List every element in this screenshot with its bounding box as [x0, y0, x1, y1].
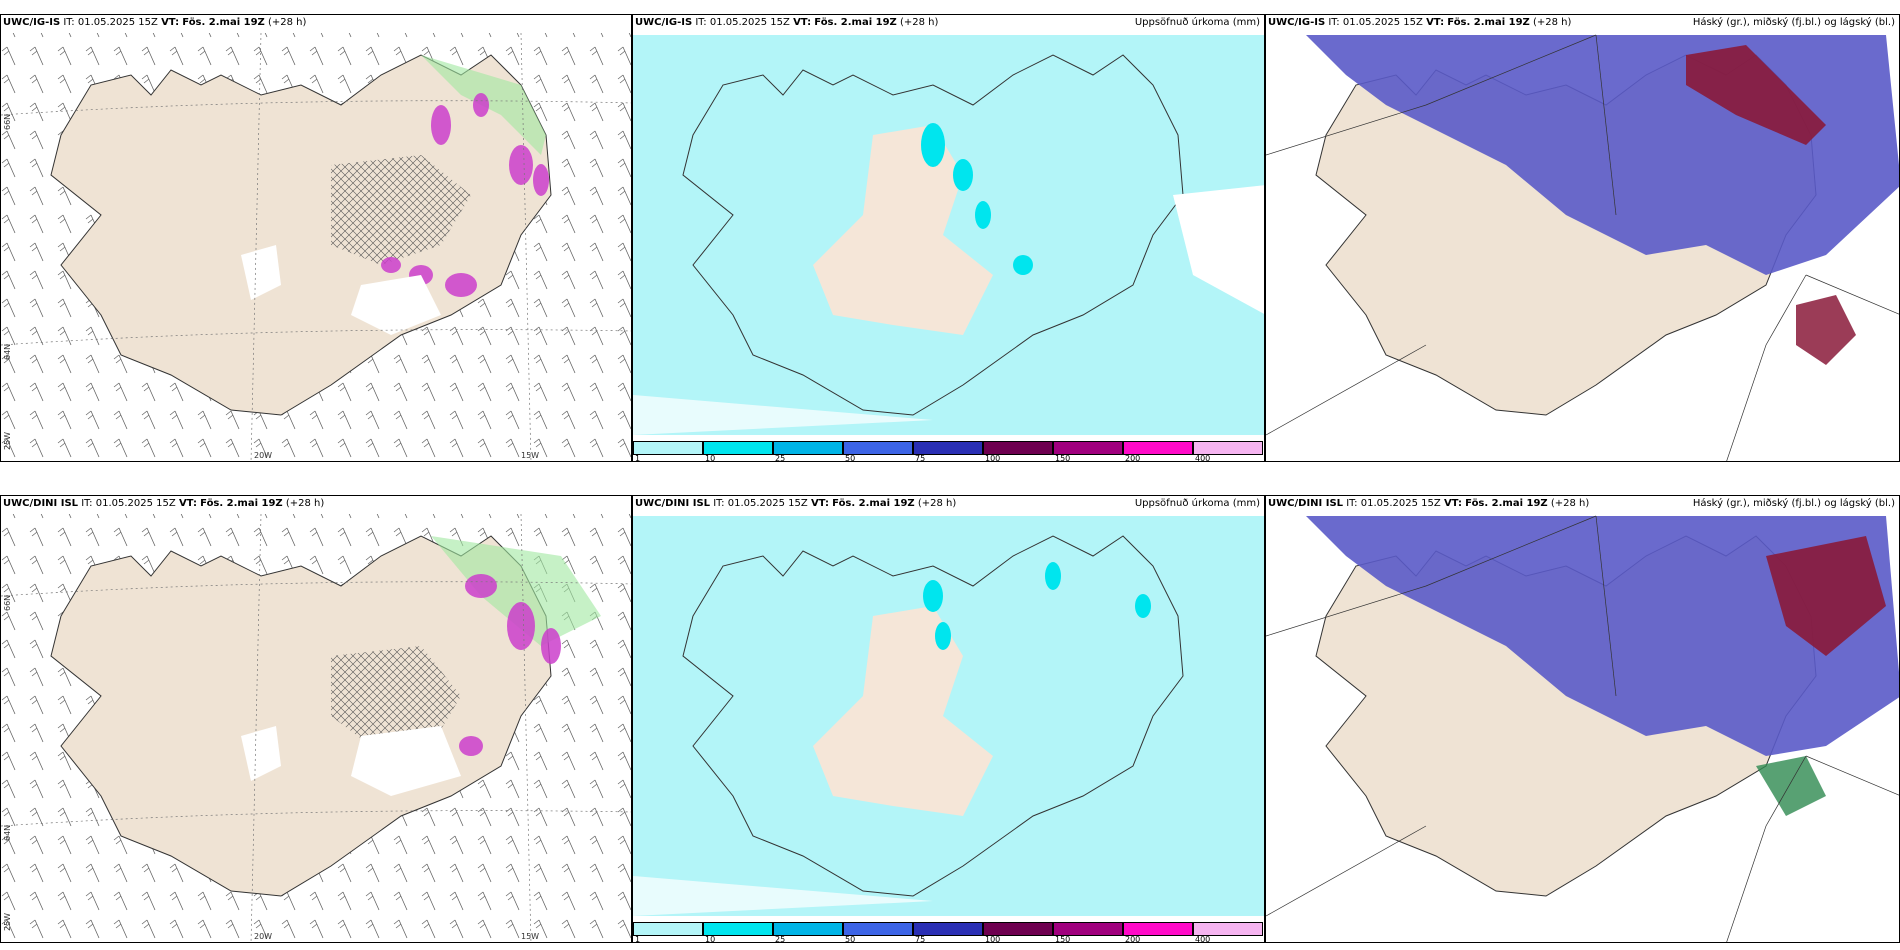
- colorbar-segment: [633, 922, 703, 936]
- colorbar-segment: [913, 922, 983, 936]
- colorbar-label: 75: [915, 935, 926, 943]
- precip-map: [633, 35, 1264, 435]
- panel-igis-clouds: UWC/IG-IS IT: 01.05.2025 15Z VT: Fös. 2.…: [1265, 14, 1900, 462]
- colorbar-segment: [703, 441, 773, 455]
- precip-colorbar: 1 10 25 50 75 100 150 200 400: [633, 922, 1264, 942]
- colorbar-segment: [1053, 922, 1123, 936]
- panel-dini-wind: UWC/DINI ISL IT: 01.05.2025 15Z VT: Fös.…: [0, 495, 632, 943]
- panel-igis-wind: UWC/IG-IS IT: 01.05.2025 15Z VT: Fös. 2.…: [0, 14, 632, 462]
- colorbar-label: 1: [635, 935, 641, 943]
- lat-label-25w: 25W: [3, 912, 12, 931]
- colorbar-label: 25: [775, 454, 786, 462]
- colorbar-segment: [843, 922, 913, 936]
- panel-title: UWC/IG-IS IT: 01.05.2025 15Z VT: Fös. 2.…: [1268, 17, 1572, 28]
- panel-dini-clouds: UWC/DINI ISL IT: 01.05.2025 15Z VT: Fös.…: [1265, 495, 1900, 943]
- colorbar-segment: [773, 441, 843, 455]
- wind-barb-map: [1, 32, 631, 461]
- colorbar-label: 10: [705, 454, 716, 462]
- colorbar-label: 400: [1195, 454, 1211, 462]
- colorbar-segment: [1193, 922, 1263, 936]
- colorbar-segment: [633, 441, 703, 455]
- wind-barb-map: [1, 513, 631, 942]
- panel-subtitle: Háský (gr.), miðský (fj.bl.) og lágský (…: [1692, 498, 1895, 509]
- panel-title: UWC/DINI ISL IT: 01.05.2025 15Z VT: Fös.…: [3, 498, 325, 509]
- colorbar-segment: [1123, 922, 1193, 936]
- colorbar-segment: [1193, 441, 1263, 455]
- colorbar-label: 100: [985, 454, 1001, 462]
- lat-label-66n: 66N: [3, 113, 12, 130]
- colorbar-label: 50: [845, 935, 856, 943]
- lat-label-64n: 64N: [3, 343, 12, 360]
- precip-map: [633, 516, 1264, 916]
- colorbar-label: 200: [1125, 935, 1141, 943]
- colorbar-segment: [913, 441, 983, 455]
- lon-label-20w: 20W: [254, 932, 273, 941]
- panel-title: UWC/DINI ISL IT: 01.05.2025 15Z VT: Fös.…: [635, 498, 957, 509]
- colorbar-label: 200: [1125, 454, 1141, 462]
- precip-colorbar: 1 10 25 50 75 100 150 200 400: [633, 441, 1264, 461]
- panel-subtitle: Uppsöfnuð úrkoma (mm): [1134, 17, 1260, 28]
- lon-label-20w: 20W: [254, 451, 273, 460]
- colorbar-segment: [703, 922, 773, 936]
- lon-label-15w: 15W: [521, 932, 540, 941]
- colorbar-segment: [1123, 441, 1193, 455]
- colorbar-label: 150: [1055, 454, 1071, 462]
- colorbar-label: 400: [1195, 935, 1211, 943]
- colorbar-segment: [983, 922, 1053, 936]
- colorbar-label: 100: [985, 935, 1001, 943]
- colorbar-segment: [1053, 441, 1123, 455]
- colorbar-segment: [983, 441, 1053, 455]
- panel-dini-precip: UWC/DINI ISL IT: 01.05.2025 15Z VT: Fös.…: [632, 495, 1265, 943]
- panel-subtitle: Háský (gr.), miðský (fj.bl.) og lágský (…: [1692, 17, 1895, 28]
- lon-label-15w: 15W: [521, 451, 540, 460]
- panel-title: UWC/IG-IS IT: 01.05.2025 15Z VT: Fös. 2.…: [635, 17, 939, 28]
- panel-title: UWC/DINI ISL IT: 01.05.2025 15Z VT: Fös.…: [1268, 498, 1590, 509]
- colorbar-segment: [843, 441, 913, 455]
- colorbar-label: 150: [1055, 935, 1071, 943]
- lat-label-66n: 66N: [3, 594, 12, 611]
- panel-subtitle: Uppsöfnuð úrkoma (mm): [1134, 498, 1260, 509]
- cloud-map: [1266, 515, 1899, 942]
- panel-igis-precip: UWC/IG-IS IT: 01.05.2025 15Z VT: Fös. 2.…: [632, 14, 1265, 462]
- colorbar-label: 25: [775, 935, 786, 943]
- snow-cells: [381, 93, 549, 297]
- panel-title: UWC/IG-IS IT: 01.05.2025 15Z VT: Fös. 2.…: [3, 17, 307, 28]
- colorbar-label: 50: [845, 454, 856, 462]
- colorbar-segment: [773, 922, 843, 936]
- cloud-map: [1266, 34, 1899, 461]
- colorbar-label: 10: [705, 935, 716, 943]
- lat-label-64n: 64N: [3, 824, 12, 841]
- colorbar-label: 75: [915, 454, 926, 462]
- colorbar-label: 1: [635, 454, 641, 462]
- lat-label-25w: 25W: [3, 431, 12, 450]
